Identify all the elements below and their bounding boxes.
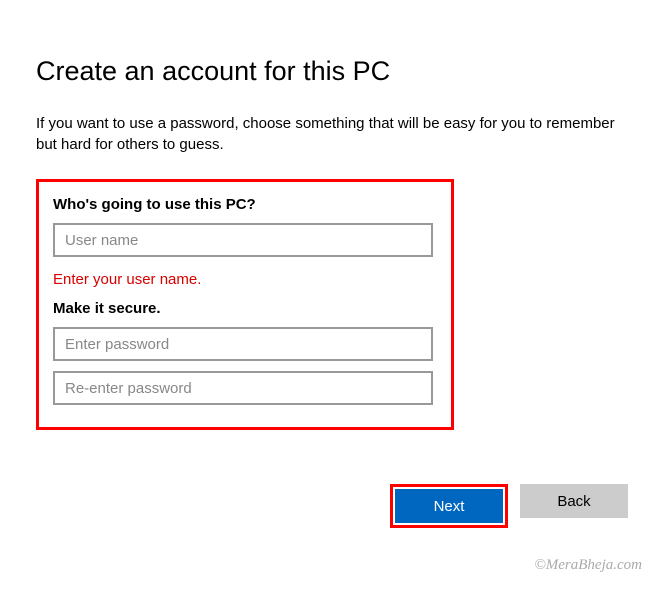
page-description: If you want to use a password, choose so… — [36, 113, 616, 155]
input-spacer — [53, 361, 437, 371]
confirm-password-input[interactable] — [53, 371, 433, 405]
who-heading: Who's going to use this PC? — [53, 196, 437, 213]
secure-heading: Make it secure. — [53, 300, 437, 317]
next-highlight-box: Next — [390, 484, 508, 528]
password-input[interactable] — [53, 327, 433, 361]
watermark: ©MeraBheja.com — [534, 557, 642, 574]
next-button[interactable]: Next — [395, 489, 503, 523]
username-error: Enter your user name. — [53, 271, 437, 288]
button-row: Next Back — [390, 484, 628, 528]
username-input[interactable] — [53, 223, 433, 257]
page-title: Create an account for this PC — [36, 56, 616, 87]
form-highlight-box: Who's going to use this PC? Enter your u… — [36, 179, 454, 430]
back-button[interactable]: Back — [520, 484, 628, 518]
account-setup-panel: Create an account for this PC If you wan… — [0, 0, 652, 430]
